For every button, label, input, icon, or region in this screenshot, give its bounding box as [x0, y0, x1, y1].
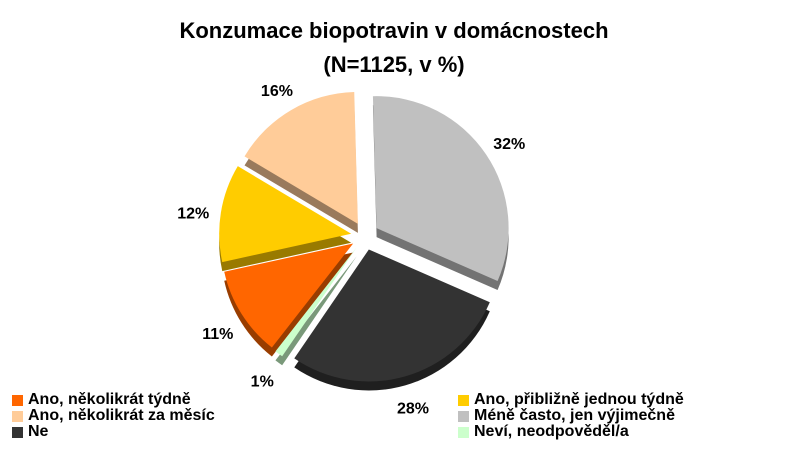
- pie-slice: [294, 249, 490, 382]
- pie-slice: [372, 96, 509, 282]
- legend-swatch: [12, 411, 23, 422]
- chart-title: Konzumace biopotravin v domácnostech: [179, 18, 608, 43]
- pie-slice: [244, 91, 358, 224]
- pie-slice-depth: [275, 256, 357, 366]
- data-label: 11%: [202, 326, 233, 343]
- data-label: 12%: [177, 205, 209, 222]
- data-label: 28%: [397, 400, 429, 417]
- legend-label: Neví, neodpověděl/a: [474, 423, 629, 440]
- legend-label: Ano, několikrát týdně: [28, 391, 191, 408]
- legend-swatch: [12, 427, 23, 438]
- legend-swatch: [458, 395, 469, 406]
- data-label: 32%: [493, 136, 525, 153]
- pie-slice: [219, 166, 352, 263]
- legend-label: Ano, několikrát za měsíc: [28, 407, 215, 424]
- legend-label: Ne: [28, 423, 49, 440]
- data-label: 1%: [251, 374, 274, 391]
- pie-slice: [224, 243, 354, 348]
- legend-label: Ano, přibližně jednou týdně: [474, 391, 684, 408]
- data-label: 16%: [261, 83, 293, 100]
- legend-swatch: [12, 395, 23, 406]
- chart-subtitle: (N=1125, v %): [323, 52, 464, 77]
- pie-slice: [275, 247, 357, 357]
- legend-swatch: [458, 427, 469, 438]
- legend-swatch: [458, 411, 469, 422]
- legend-label: Méně často, jen výjimečně: [474, 407, 675, 424]
